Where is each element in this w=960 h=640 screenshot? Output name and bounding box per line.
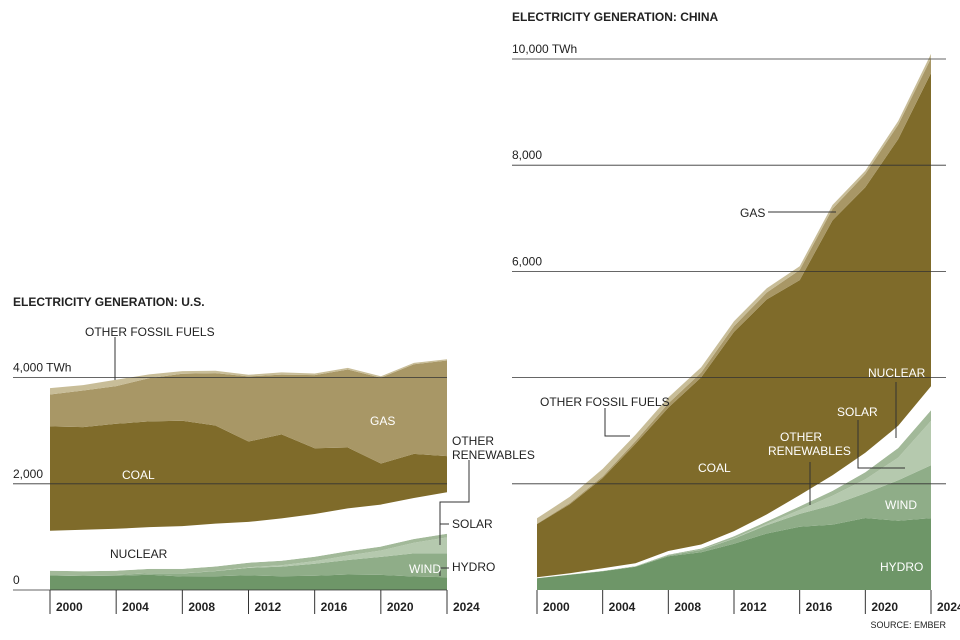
series-label: NUCLEAR	[868, 366, 926, 380]
series-label: OTHER RENEWABLES	[768, 430, 851, 458]
leader-lines	[114, 211, 905, 576]
area	[50, 537, 447, 576]
series-label: WIND	[409, 562, 441, 576]
area	[50, 492, 447, 572]
areas	[50, 53, 931, 590]
series-label: GAS	[740, 206, 766, 220]
x-tick-label: 2012	[740, 600, 767, 614]
area	[50, 360, 447, 464]
x-tick-label: 2016	[321, 600, 348, 614]
x-tick-label: 2000	[56, 600, 83, 614]
y-tick-label: 10,000 TWh	[512, 42, 577, 56]
x-tick-label: 2016	[806, 600, 833, 614]
area	[50, 359, 447, 395]
area	[50, 574, 447, 590]
area	[50, 533, 447, 576]
x-tick-label: 2004	[122, 600, 149, 614]
y-tick-label: 8,000	[512, 148, 542, 162]
area	[537, 518, 931, 590]
x-tick-label: 2020	[387, 600, 414, 614]
x-tick-label: 2012	[255, 600, 282, 614]
chart-title: ELECTRICITY GENERATION: CHINA	[512, 10, 719, 24]
x-tick-label: 2004	[609, 600, 636, 614]
area	[50, 553, 447, 578]
series-label: COAL	[698, 461, 731, 475]
series-label: OTHER FOSSIL FUELS	[540, 395, 670, 409]
series-label: OTHER RENEWABLES	[452, 434, 535, 462]
series-label: HYDRO	[880, 560, 924, 574]
y-tick-label: 4,000 TWh	[13, 361, 71, 375]
source: SOURCE: EMBER	[870, 620, 946, 630]
series-label: GAS	[370, 414, 396, 428]
y-tick-label: 6,000	[512, 254, 542, 268]
x-tick-label: 2024	[453, 600, 480, 614]
area	[50, 420, 447, 531]
y-tick-label: 0	[13, 573, 20, 587]
leader-line	[604, 408, 630, 437]
x-tick-label: 2008	[674, 600, 701, 614]
x-tick-label: 2024	[937, 600, 960, 614]
axes: 0 2,000 4,000 TWh 2000 2004 2008 2012 2016 2020 2…	[13, 42, 960, 614]
series-label: COAL	[122, 468, 155, 482]
series-label: OTHER FOSSIL FUELS	[85, 325, 215, 339]
chart-title: ELECTRICITY GENERATION: U.S.	[13, 295, 205, 309]
series-label: WIND	[885, 498, 917, 512]
leader-line	[439, 460, 470, 533]
series-label: NUCLEAR	[110, 547, 168, 561]
leader-line	[857, 420, 905, 469]
series-label: HYDRO	[452, 560, 496, 574]
leader-line	[439, 567, 449, 576]
x-tick-label: 2020	[871, 600, 898, 614]
area	[537, 73, 931, 578]
leader-line	[439, 523, 449, 545]
y-tick-label: 2,000	[13, 467, 43, 481]
x-tick-label: 2000	[543, 600, 570, 614]
x-tick-label: 2008	[188, 600, 215, 614]
series-label: SOLAR	[837, 405, 878, 419]
series-label: SOLAR	[452, 517, 493, 531]
